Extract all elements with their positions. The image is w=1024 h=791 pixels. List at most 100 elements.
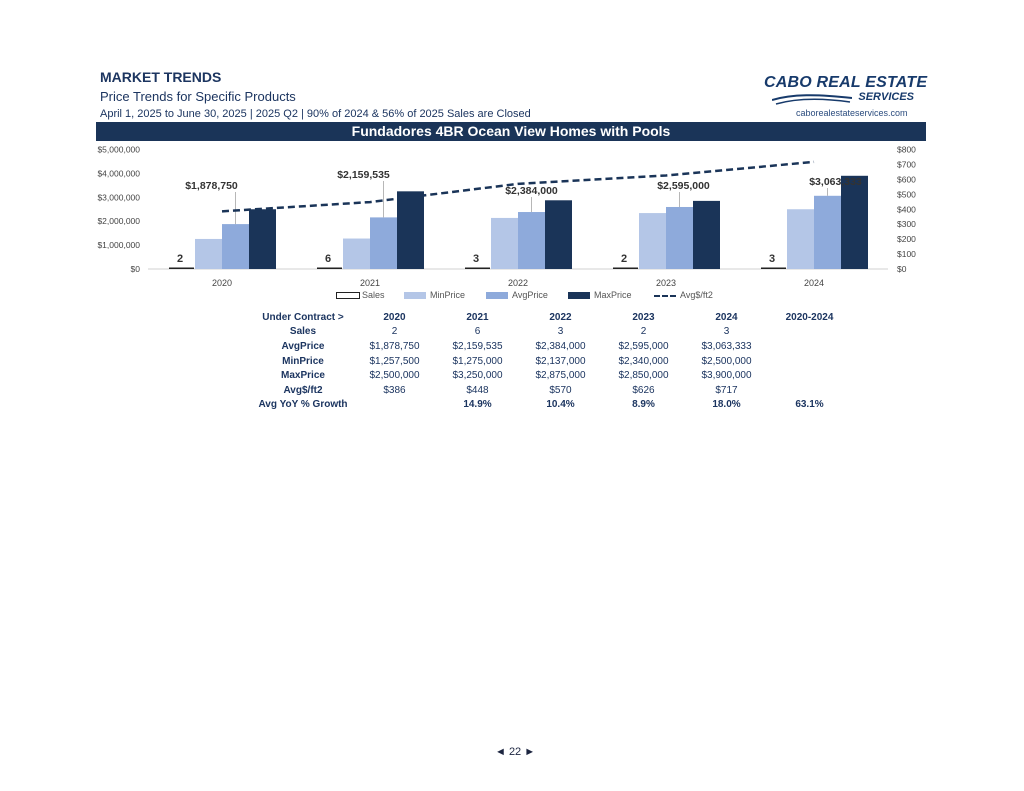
bar-avgprice [370, 217, 397, 269]
table-column-header: 2021 [466, 311, 489, 323]
website-link[interactable]: caborealestateservices.com [796, 108, 908, 118]
bar-sales [465, 267, 490, 269]
table-cell: 14.9% [463, 399, 492, 411]
bar-sales [169, 267, 194, 269]
legend-swatch [568, 292, 590, 299]
table-cell: $2,159,535 [452, 340, 503, 352]
legend-label: AvgPrice [512, 290, 548, 300]
x-tick-label: 2020 [212, 278, 232, 288]
table-cell: $2,500,000 [701, 355, 752, 367]
table-cell: $1,275,000 [452, 355, 503, 367]
legend-swatch [654, 295, 676, 297]
bar-avgprice [666, 206, 693, 269]
avgprice-data-label: $2,595,000 [657, 180, 710, 192]
table-cell [768, 354, 851, 369]
sales-data-label: 3 [769, 253, 775, 265]
page-title: MARKET TRENDS [100, 69, 222, 85]
chart-banner: Fundadores 4BR Ocean View Homes with Poo… [96, 122, 926, 141]
table-row: Sales 2 6 3 2 3 [253, 325, 851, 340]
bar-sales [761, 267, 786, 269]
table-cell [768, 339, 851, 354]
x-tick-label: 2021 [360, 278, 380, 288]
table-cell: 63.1% [795, 399, 824, 411]
table-cell: $2,850,000 [618, 370, 669, 382]
x-tick-label: 2024 [804, 278, 824, 288]
bar-sales [613, 267, 638, 269]
avgprice-data-label: $1,878,750 [185, 180, 238, 192]
legend-label: Sales [362, 290, 385, 300]
legend-label: Avg$/ft2 [680, 290, 713, 300]
series-line-avg-ft2 [221, 160, 815, 213]
table-column-header: 2023 [632, 311, 655, 323]
page-number: ◄ 22 ► [495, 746, 536, 758]
sales-data-label: 3 [473, 253, 479, 265]
bar-maxprice [249, 209, 276, 269]
table-row-label: MaxPrice [281, 370, 325, 382]
wave-icon [772, 94, 852, 105]
x-tick-label: 2022 [508, 278, 528, 288]
bar-maxprice [397, 191, 424, 269]
table-column-header: 2020 [383, 311, 406, 323]
table-cell: 6 [474, 326, 481, 338]
bar-sales [317, 267, 342, 269]
legend-swatch [404, 292, 426, 299]
table-column-header: 2024 [715, 311, 738, 323]
y-right-tick-label: $600 [897, 174, 916, 184]
bar-minprice [491, 217, 518, 269]
table-header-row: Under Contract > 2020 2021 2022 2023 2024 2020… [253, 310, 851, 325]
table-row: Avg YoY % Growth 14.9% 10.4% 8.9% 18.0% 63.1% [253, 398, 851, 413]
table-row-label: Sales [289, 326, 317, 338]
table-cell: $448 [466, 384, 489, 396]
table-cell [353, 398, 436, 413]
table-row: Avg$/ft2 $386 $448 $570 $626 $717 [253, 383, 851, 398]
y-right-tick-label: $300 [897, 219, 916, 229]
y-right-tick-label: $500 [897, 189, 916, 199]
legend-swatch [486, 292, 508, 299]
legend-swatch [336, 292, 360, 299]
table-cell [768, 325, 851, 340]
y-right-tick-label: $800 [897, 145, 916, 155]
table-row-label: Avg YoY % Growth [258, 399, 348, 411]
table-row: MaxPrice $2,500,000 $3,250,000 $2,875,000 $2… [253, 368, 851, 383]
table-cell [768, 383, 851, 398]
table-cell: $2,500,000 [369, 370, 420, 382]
avgprice-data-label: $2,159,535 [337, 169, 390, 181]
table-cell: $3,900,000 [701, 370, 752, 382]
table-cell: $2,340,000 [618, 355, 669, 367]
table-cell: $1,257,500 [369, 355, 420, 367]
table-cell: 2 [640, 326, 647, 338]
company-logo: CABO REAL ESTATE SERVICES [762, 74, 927, 110]
table-cell: $2,137,000 [535, 355, 586, 367]
y-right-tick-label: $200 [897, 234, 916, 244]
bar-minprice [787, 209, 814, 269]
table-cell: $717 [715, 384, 738, 396]
table-cell: $3,250,000 [452, 370, 503, 382]
table-column-header: 2020-2024 [785, 311, 834, 323]
table-cell: $3,063,333 [701, 340, 752, 352]
table-column-header: 2022 [549, 311, 572, 323]
price-trends-chart: $0 $1,000,000 $2,000,000 $3,000,000 $4,000,0… [97, 145, 916, 289]
table-row: AvgPrice $1,878,750 $2,159,535 $2,384,000 $2… [253, 339, 851, 354]
logo-text-main: CABO REAL ESTATE [764, 74, 928, 91]
y-right-tick-label: $700 [897, 159, 916, 169]
table-cell: $386 [383, 384, 406, 396]
table-cell: $570 [549, 384, 572, 396]
table-row-label: Avg$/ft2 [283, 384, 323, 396]
report-period: April 1, 2025 to June 30, 2025 | 2025 Q2… [100, 108, 531, 120]
table-cell: $626 [632, 384, 655, 396]
bar-minprice [343, 238, 370, 269]
y-left-tick-label: $4,000,000 [97, 168, 140, 178]
sales-data-label: 2 [177, 253, 183, 265]
table-cell: 8.9% [632, 399, 655, 411]
x-tick-label: 2023 [656, 278, 676, 288]
table-cell: 3 [723, 326, 730, 338]
bar-maxprice [693, 200, 720, 269]
table-cell: $1,878,750 [369, 340, 420, 352]
page-subtitle: Price Trends for Specific Products [100, 89, 296, 104]
bar-minprice [195, 238, 222, 269]
table-cell: 3 [557, 326, 564, 338]
bar-maxprice [545, 200, 572, 269]
table-cell: 10.4% [546, 399, 575, 411]
avgprice-data-label: $2,384,000 [505, 185, 558, 197]
bar-minprice [639, 213, 666, 269]
